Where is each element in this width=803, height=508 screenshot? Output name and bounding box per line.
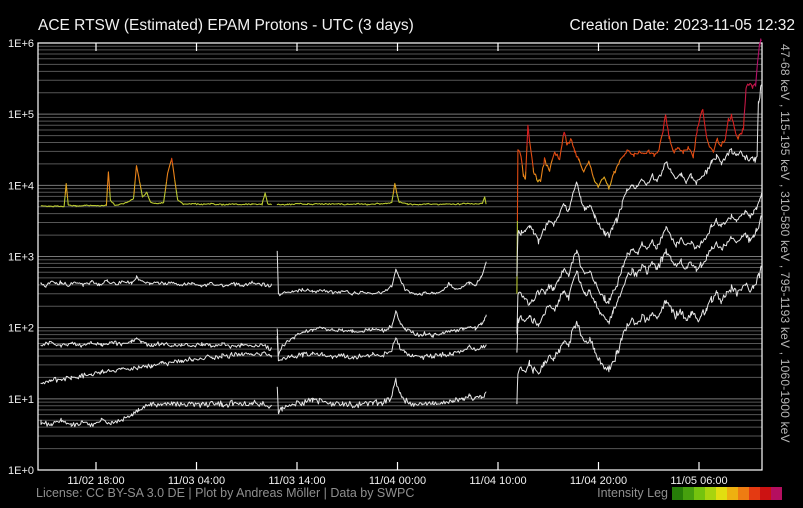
series-47-68keV: [165, 160, 172, 182]
series-47-68keV: [743, 82, 757, 117]
x-axis-label: 11/04 00:00: [369, 475, 426, 487]
series-47-68keV: [64, 182, 69, 199]
series-47-68keV: [544, 159, 553, 172]
creation-date: Creation Date: 2023-11-05 12:32: [569, 17, 795, 34]
series-47-68keV: [661, 114, 670, 140]
legend-color-step: [672, 487, 683, 500]
x-axis-label: 11/02 18:00: [67, 475, 124, 487]
legend-color-step: [694, 487, 705, 500]
x-axis-label: 11/03 04:00: [168, 475, 225, 487]
series-47-68keV: [164, 181, 168, 192]
intensity-legend-gradient: [672, 487, 782, 500]
y-axis-label: 1E+2: [8, 323, 34, 335]
series-47-68keV: [559, 135, 564, 160]
series-47-68keV: [565, 136, 580, 161]
series-47-68keV: [755, 38, 762, 87]
series-310-580keV: [40, 192, 762, 357]
series-47-68keV: [695, 108, 708, 138]
plot-frame: [37, 42, 763, 471]
series-47-68keV: [109, 191, 135, 206]
y-axis-label: 1E+0: [8, 465, 34, 477]
intensity-legend-label: Intensity Leg: [597, 486, 668, 500]
series-47-68keV: [396, 193, 487, 206]
series-47-68keV: [724, 113, 738, 140]
legend-color-step: [705, 487, 716, 500]
legend-color-step: [771, 487, 782, 500]
series-47-68keV: [106, 171, 111, 192]
series-47-68keV: [562, 131, 567, 137]
series-47-68keV: [67, 198, 107, 208]
series-47-68keV: [736, 133, 741, 140]
x-axis-label: 11/04 20:00: [570, 475, 627, 487]
legend-color-step: [760, 487, 771, 500]
series-47-68keV: [739, 116, 745, 135]
y-axis-label: 1E+4: [8, 180, 34, 192]
y-axis-label: 1E+6: [8, 38, 34, 50]
legend-color-step: [738, 487, 749, 500]
legend-color-step: [683, 487, 694, 500]
series-47-68keV: [516, 149, 523, 221]
series-47-68keV: [528, 140, 534, 168]
series-47-68keV: [133, 181, 136, 195]
series-47-68keV: [105, 187, 108, 206]
series-47-68keV: [521, 164, 526, 179]
y-axis-label: 1E+1: [8, 394, 34, 406]
series-47-68keV: [134, 165, 141, 182]
series-47-68keV: [140, 189, 166, 205]
series-47-68keV: [578, 158, 594, 178]
series-47-68keV: [175, 189, 272, 206]
series-47-68keV: [174, 179, 177, 190]
series-47-68keV: [40, 195, 66, 208]
page-title: ACE RTSW (Estimated) EPAM Protons - UTC …: [38, 17, 414, 34]
series-47-68keV: [668, 135, 697, 159]
series-47-68keV: [170, 157, 174, 164]
y-axis-label: 1E+5: [8, 109, 34, 121]
series-47-68keV: [392, 182, 398, 195]
series-47-68keV: [171, 163, 176, 180]
energy-bands-label: 47-68 keV , 115-195 keV , 310-580 keV , …: [778, 44, 792, 443]
legend-color-step: [749, 487, 760, 500]
y-axis-label: 1E+3: [8, 252, 34, 264]
series-47-68keV: [535, 177, 542, 183]
series-47-68keV: [706, 137, 726, 153]
x-axis-label: 11/05 06:00: [670, 475, 727, 487]
series-47-68keV: [539, 164, 545, 182]
series-47-68keV: [610, 158, 622, 181]
series-47-68keV: [620, 134, 663, 159]
license-text: License: CC BY-SA 3.0 DE | Plot by Andre…: [36, 486, 415, 500]
series-1060-1900keV: [40, 265, 762, 428]
series-47-68keV: [526, 124, 531, 146]
x-axis-label: 11/04 10:00: [469, 475, 526, 487]
x-axis-label: 11/03 14:00: [268, 475, 325, 487]
series-47-68keV: [543, 157, 546, 165]
series-47-68keV: [525, 145, 528, 172]
legend-color-step: [727, 487, 738, 500]
series-47-68keV: [592, 176, 613, 190]
series-115-195keV: [40, 84, 762, 297]
series-47-68keV: [138, 181, 142, 190]
legend-color-step: [716, 487, 727, 500]
series-47-68keV: [276, 194, 394, 206]
series-47-68keV: [532, 167, 538, 179]
series-47-68keV: [551, 151, 561, 161]
series-795-1193keV: [40, 215, 762, 385]
